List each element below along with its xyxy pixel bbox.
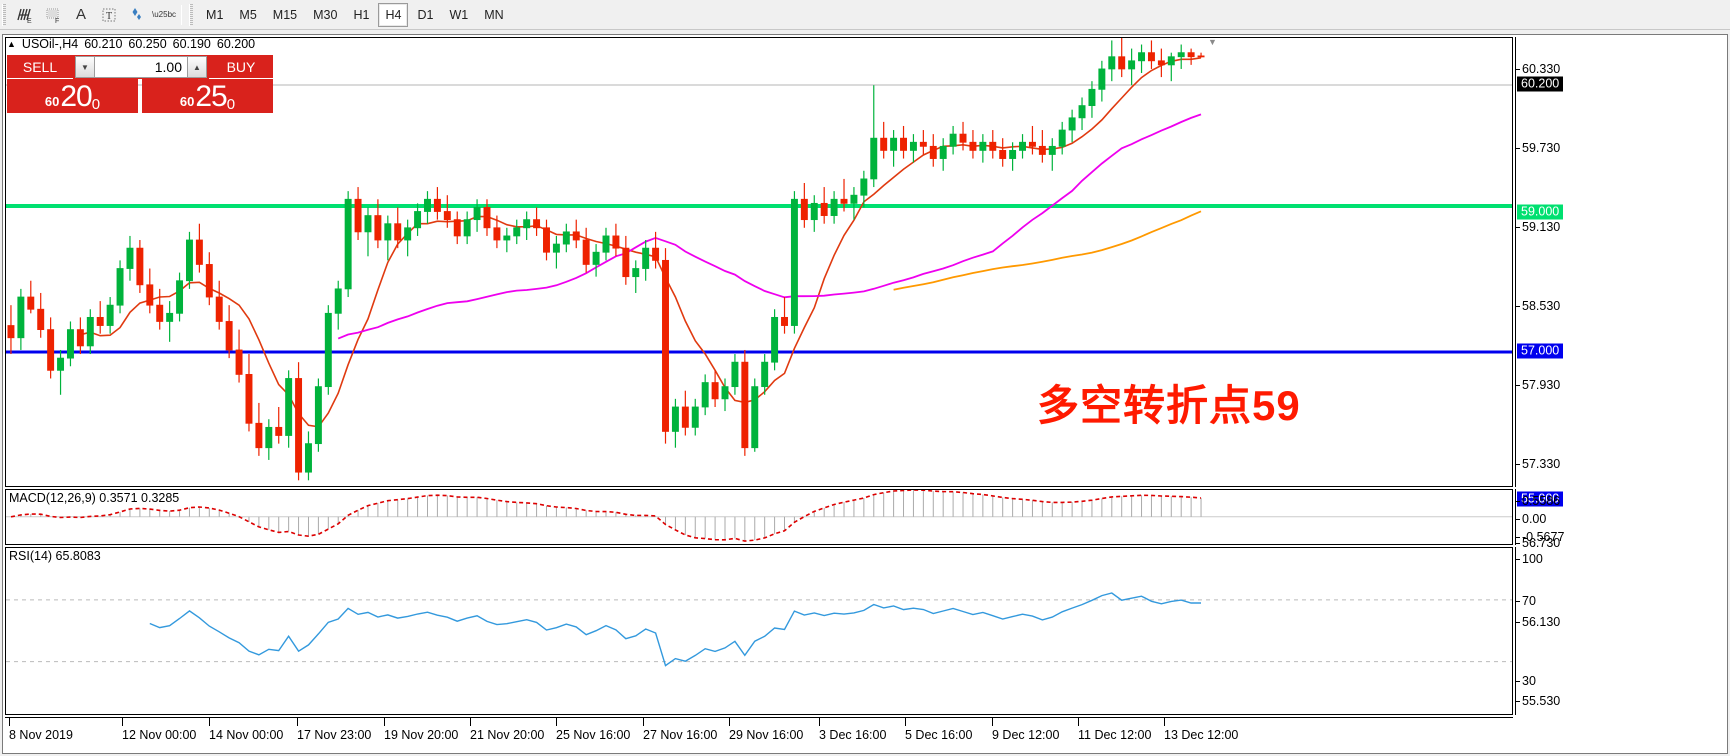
macd-pane[interactable]: MACD(12,26,9) 0.3571 0.3285	[5, 489, 1513, 545]
y-axis-tick: 100	[1516, 552, 1543, 566]
buy-price-lead: 60	[179, 94, 195, 109]
svg-text:E: E	[27, 18, 32, 24]
one-click-trading-panel: SELL ▼ 1.00 ▲ BUY 60 20 0 60 25 0	[7, 55, 273, 113]
buy-price-sup: 0	[226, 96, 236, 113]
y-axis-tick: 57.930	[1516, 378, 1560, 392]
x-axis-tick: 17 Nov 23:00	[297, 717, 372, 742]
objects-dropdown-icon[interactable]: \u25bc	[152, 10, 177, 19]
buy-price-big: 25	[195, 80, 227, 113]
chart-shift-marker[interactable]: ▼	[1208, 37, 1217, 47]
volume-increase-button[interactable]: ▲	[187, 56, 207, 78]
macd-scale[interactable]: 0.5586 0.00 -0.5677	[1515, 489, 1727, 545]
timeframe-grip[interactable]	[189, 3, 194, 26]
macd-plot	[6, 490, 1512, 542]
quote-close: 60.200	[216, 37, 256, 51]
buy-button[interactable]: BUY	[209, 55, 273, 79]
candlestick-chart	[6, 38, 1512, 481]
sell-price-sup: 0	[91, 96, 101, 113]
macd-label: MACD(12,26,9) 0.3571 0.3285	[9, 491, 180, 505]
y-axis-tick: 70	[1516, 594, 1536, 608]
svg-text:T: T	[106, 11, 112, 22]
indicators-icon[interactable]: E	[12, 2, 38, 28]
buy-price-display[interactable]: 60 25 0	[142, 79, 273, 113]
quote-bar: ▲ USOil-,H4 60.210 60.250 60.190 60.200	[3, 35, 255, 53]
x-axis-tick: 14 Nov 00:00	[209, 717, 284, 742]
toolbar-tools: E F A T	[11, 0, 176, 30]
timeframe-button-m30[interactable]: M30	[313, 7, 338, 22]
objects-icon[interactable]	[124, 2, 150, 28]
time-scale[interactable]: 8 Nov 2019 12 Nov 00:00 14 Nov 00:00 17 Nov…	[5, 717, 1513, 753]
y-axis-tick: 30	[1516, 674, 1536, 688]
y-axis-tick: 60.330	[1516, 62, 1560, 76]
chart-annotation-text: 多空转折点59	[1037, 382, 1301, 429]
chart-window: ▲ USOil-,H4 60.210 60.250 60.190 60.200 …	[2, 34, 1728, 754]
text-label-icon[interactable]: T	[96, 2, 122, 28]
timeframe-button-w1[interactable]: W1	[449, 7, 469, 22]
rsi-pane[interactable]: RSI(14) 65.8083	[5, 547, 1513, 715]
price-pane[interactable]: 多空转折点59	[5, 37, 1513, 487]
sell-price-big: 20	[60, 80, 92, 113]
x-axis-tick: 8 Nov 2019	[9, 717, 73, 742]
text-tool-icon[interactable]: A	[75, 6, 86, 23]
sell-price-display[interactable]: 60 20 0	[7, 79, 138, 113]
price-scale[interactable]: 60.330 59.730 59.130 58.530 57.930 57.330 56.7…	[1515, 37, 1727, 708]
x-axis-tick: 11 Dec 12:00	[1078, 717, 1152, 742]
timeframe-group: M1 M5 M15 M30 H1 H4 D1 W1 MN	[198, 0, 512, 30]
y-axis-tick: 59.130	[1516, 220, 1560, 234]
y-axis-tick: 56.730	[1516, 536, 1560, 550]
timeframe-button-m1[interactable]: M1	[206, 7, 224, 22]
sell-price-lead: 60	[44, 94, 60, 109]
y-axis-tick: 56.130	[1516, 615, 1560, 629]
x-axis-tick: 19 Nov 20:00	[384, 717, 459, 742]
toolbar-divider	[181, 4, 183, 25]
quote-high: 60.250	[128, 37, 167, 51]
level-label-57: 57.000	[1517, 343, 1564, 359]
current-price-label: 60.200	[1517, 76, 1564, 92]
quote-open: 60.210	[84, 37, 123, 51]
y-axis-tick: 55.530	[1516, 694, 1560, 708]
y-axis-tick: 58.530	[1516, 299, 1560, 313]
timeframe-button-mn[interactable]: MN	[484, 7, 504, 22]
rsi-scale[interactable]: 100 70 30	[1515, 547, 1727, 715]
timeframe-button-d1[interactable]: D1	[417, 7, 434, 22]
quote-low: 60.190	[172, 37, 211, 51]
x-axis-tick: 21 Nov 20:00	[470, 717, 545, 742]
trade-panel-price-row: 60 20 0 60 25 0	[7, 79, 273, 113]
volume-decrease-button[interactable]: ▼	[75, 56, 95, 78]
rsi-plot	[6, 592, 1512, 667]
timeframe-button-m15[interactable]: M15	[272, 7, 298, 22]
volume-control: ▼ 1.00 ▲	[73, 55, 209, 79]
x-axis-tick: 3 Dec 16:00	[819, 717, 887, 742]
svg-text:F: F	[55, 18, 59, 24]
trade-panel-top-row: SELL ▼ 1.00 ▲ BUY	[7, 55, 273, 79]
x-axis-tick: 9 Dec 12:00	[992, 717, 1060, 742]
level-label-59: 59.000	[1517, 204, 1564, 220]
y-axis-tick: -0.5677	[1516, 530, 1564, 544]
toolbar-grip[interactable]	[2, 3, 6, 26]
x-axis-tick: 25 Nov 16:00	[556, 717, 631, 742]
collapse-icon[interactable]: ▲	[7, 38, 16, 49]
y-axis-tick: 59.730	[1516, 141, 1560, 155]
timeframe-button-h1[interactable]: H1	[353, 7, 370, 22]
y-axis-tick: 0.5586	[1516, 494, 1560, 508]
templates-icon[interactable]: F	[40, 2, 66, 28]
x-axis-tick: 27 Nov 16:00	[643, 717, 718, 742]
y-axis-tick: 57.330	[1516, 457, 1560, 471]
volume-input[interactable]: 1.00	[95, 56, 187, 78]
sell-button[interactable]: SELL	[7, 55, 73, 79]
x-axis-tick: 5 Dec 16:00	[905, 717, 973, 742]
timeframe-button-m5[interactable]: M5	[239, 7, 257, 22]
rsi-label: RSI(14) 65.8083	[9, 549, 101, 563]
y-axis-tick: 0.00	[1516, 512, 1546, 526]
main-toolbar: E F A T	[0, 0, 1730, 30]
level-label-55: 55.000	[1517, 491, 1564, 507]
x-axis-tick: 13 Dec 12:00	[1164, 717, 1239, 742]
symbol-period-label: USOil-,H4	[21, 37, 79, 51]
x-axis-tick: 12 Nov 00:00	[122, 717, 197, 742]
timeframe-button-h4[interactable]: H4	[378, 2, 409, 27]
x-axis-tick: 29 Nov 16:00	[729, 717, 804, 742]
